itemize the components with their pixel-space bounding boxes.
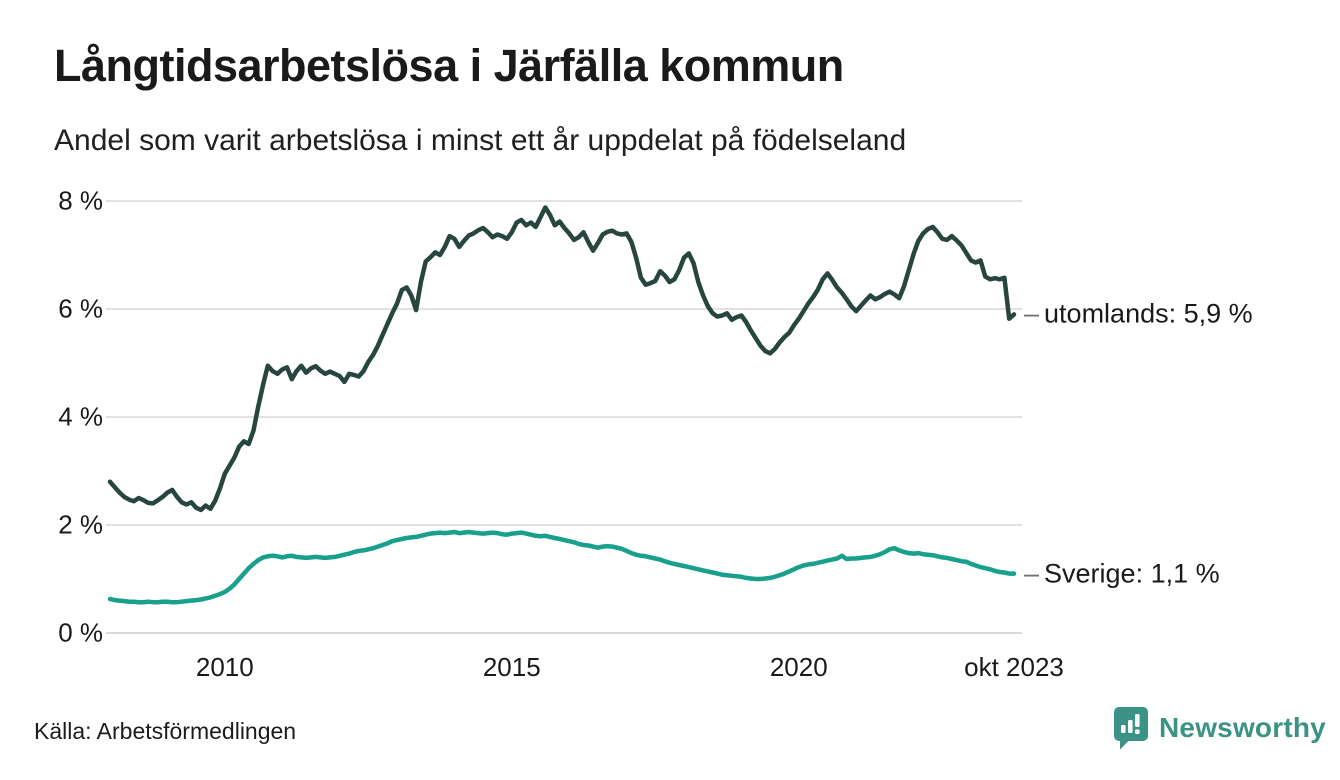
y-tick-label: 2 % (58, 509, 103, 540)
end-label-text: utomlands: 5,9 % (1044, 298, 1253, 329)
y-tick-label: 0 % (58, 617, 103, 648)
y-tick-label: 8 % (58, 185, 103, 216)
newsworthy-logo: Newsworthy (1113, 706, 1326, 750)
series-Sverige-line (107, 529, 1017, 605)
end-label-dash: – (1024, 298, 1040, 329)
x-tick-label: okt 2023 (964, 652, 1064, 682)
y-tick-label: 4 % (58, 401, 103, 432)
series-Sverige-end-label: – Sverige: 1,1 % (1024, 558, 1220, 589)
y-tick-label: 6 % (58, 293, 103, 324)
x-tick-label: 2015 (482, 652, 541, 682)
end-label-dash: – (1024, 558, 1040, 589)
newsworthy-icon (1113, 706, 1149, 750)
page-title: Långtidsarbetslösa i Järfälla kommun (54, 40, 844, 91)
end-label-text: Sverige: 1,1 % (1044, 558, 1220, 589)
source-note: Källa: Arbetsförmedlingen (34, 718, 297, 744)
series-utomlands-end-label: – utomlands: 5,9 % (1024, 299, 1253, 330)
series-utomlands-line (107, 205, 1017, 513)
x-tick-label: 2020 (769, 652, 828, 682)
newsworthy-wordmark: Newsworthy (1159, 712, 1326, 743)
x-tick-label: 2010 (195, 652, 254, 682)
page-subtitle: Andel som varit arbetslösa i minst ett å… (54, 124, 907, 157)
